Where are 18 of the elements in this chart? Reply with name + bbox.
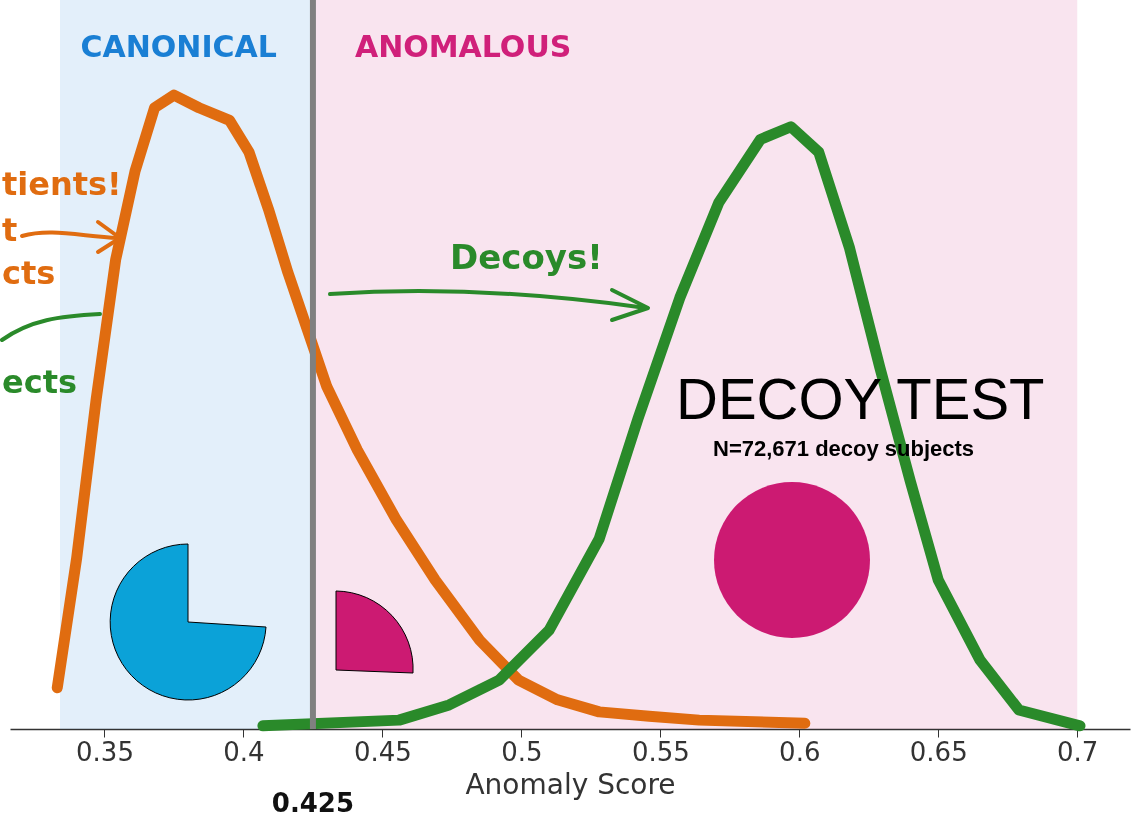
band-label: ANOMALOUS: [354, 29, 572, 64]
x-axis-title: Anomaly Score: [465, 767, 676, 801]
annotation: Decoys!: [450, 237, 603, 277]
x-tick-label: 0.45: [353, 736, 412, 767]
x-tick-label: 0.65: [909, 736, 968, 767]
x-tick-label: 0.4: [223, 736, 265, 767]
annotation: DECOY TEST: [676, 366, 1045, 431]
annotation: cts: [2, 254, 56, 292]
annotation: tients!: [2, 165, 122, 203]
annotation: t: [2, 211, 18, 249]
x-tick-label: 0.5: [501, 736, 543, 767]
band-label: CANONICAL: [80, 29, 277, 64]
ref-line-label: 0.425: [271, 788, 355, 818]
annotation: ects: [2, 363, 78, 401]
x-tick-label: 0.7: [1057, 736, 1099, 767]
x-tick-label: 0.6: [779, 736, 821, 767]
x-tick-label: 0.35: [76, 736, 134, 767]
x-tick-label: 0.55: [631, 736, 690, 767]
